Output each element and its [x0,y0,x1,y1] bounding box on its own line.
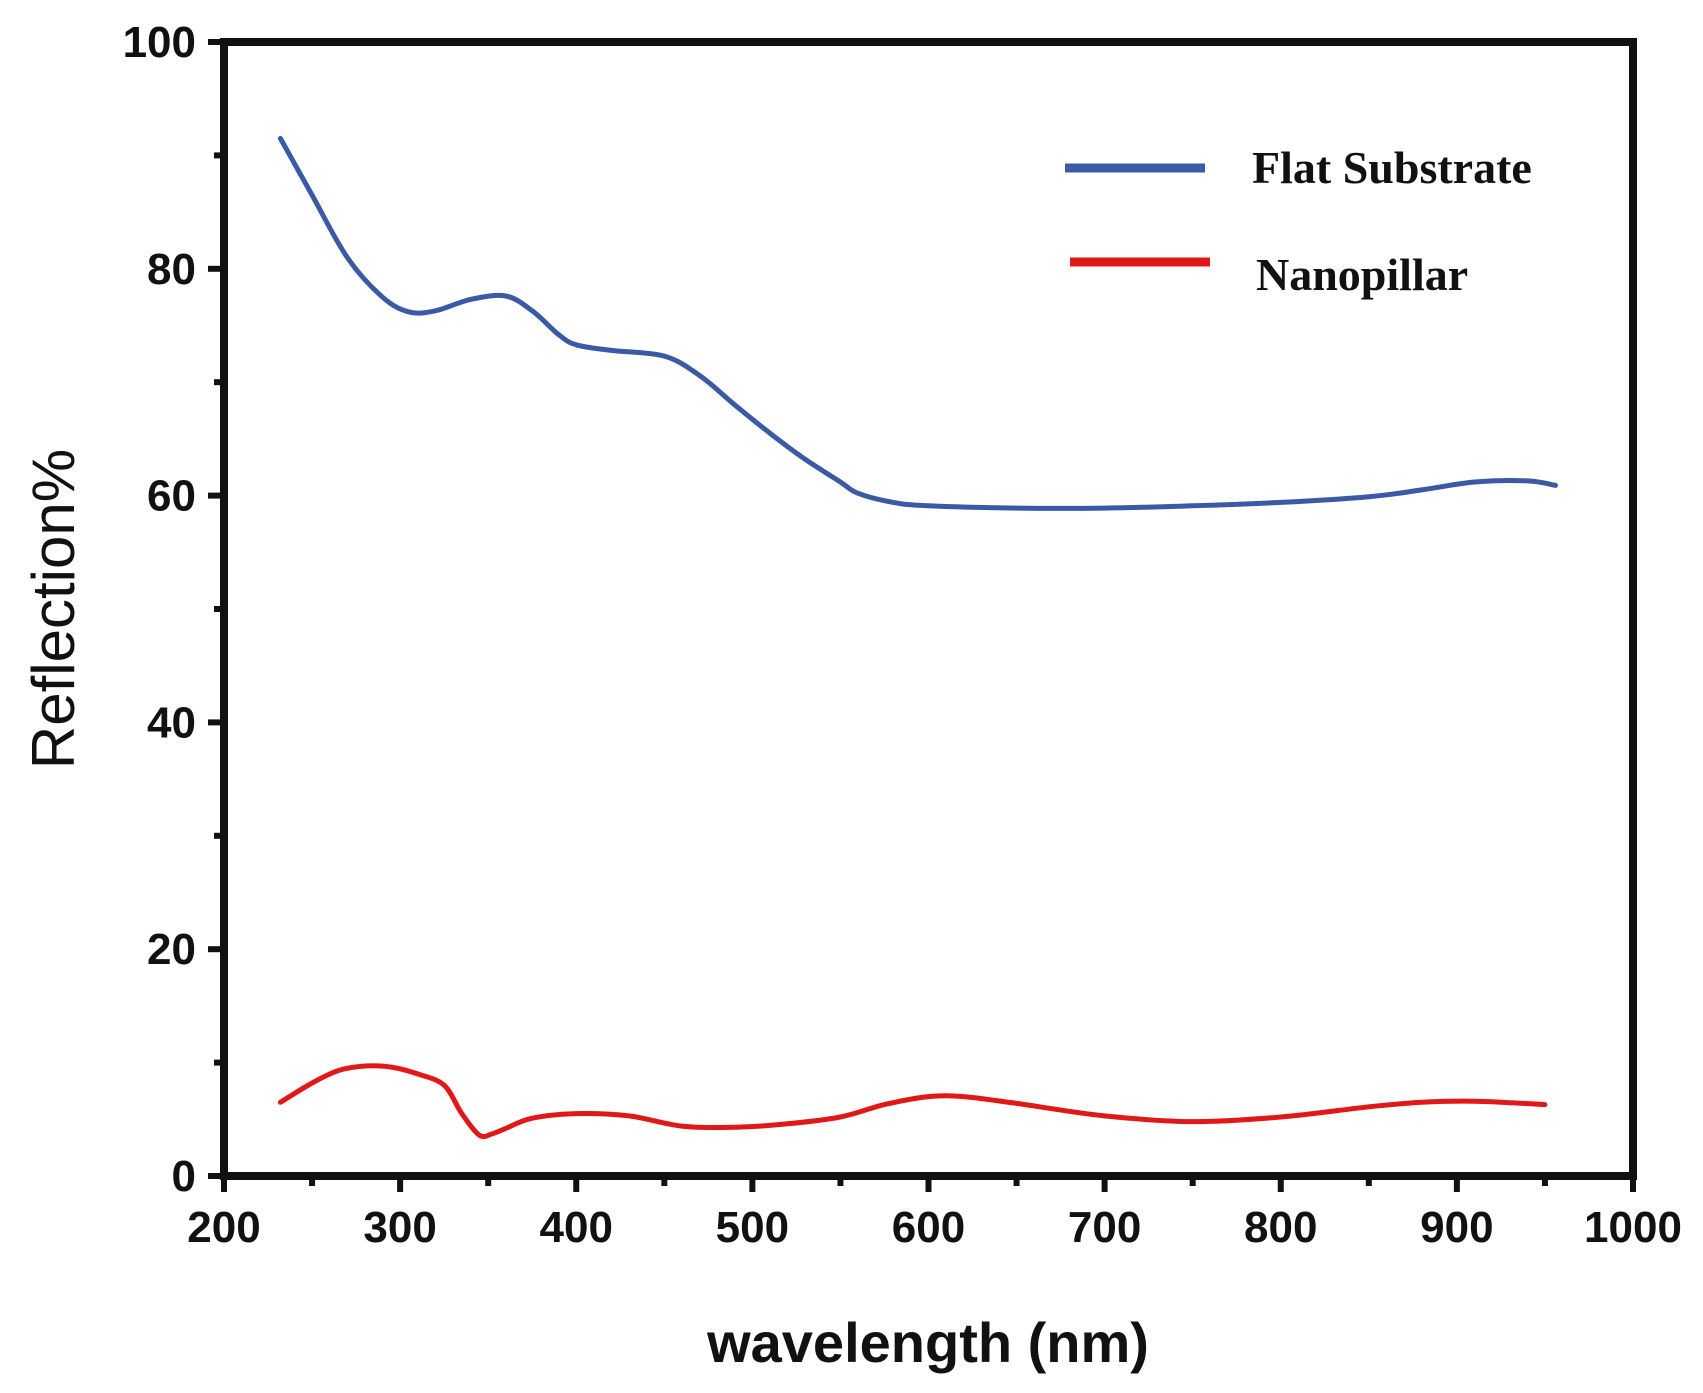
x-axis-title: wavelength (nm) [706,1311,1149,1374]
y-tick-label: 100 [123,18,196,67]
x-tick-label: 800 [1244,1203,1317,1252]
y-tick-label: 0 [172,1152,196,1201]
y-axis-title: Reflection% [20,449,87,769]
x-tick-label: 200 [187,1203,260,1252]
x-tick-label: 600 [892,1203,965,1252]
y-tick-label: 40 [147,698,196,747]
y-tick-label: 80 [147,245,196,294]
legend-label-nanopillar: Nanopillar [1256,249,1468,300]
y-tick-label: 20 [147,925,196,974]
series-line-flat-substrate [277,135,1558,511]
plot-frame [220,38,1637,1180]
y-tick-label: 60 [147,472,196,521]
series-line-nanopillar [277,1063,1548,1140]
legend-label-flat-substrate: Flat Substrate [1252,142,1532,193]
x-tick-label: 500 [716,1203,789,1252]
axis-ticks [208,39,1636,1192]
legend: Flat Substrate Nanopillar [1065,142,1532,300]
series-layer [277,135,1558,1140]
x-tick-label: 300 [363,1203,436,1252]
x-tick-label: 1000 [1584,1203,1682,1252]
x-tick-label: 700 [1068,1203,1141,1252]
x-tick-label: 900 [1420,1203,1493,1252]
x-tick-label: 400 [540,1203,613,1252]
axis-tick-labels: 200 300 400 500 600 700 800 900 1000 0 20 40 60 80 100 [123,18,1682,1252]
